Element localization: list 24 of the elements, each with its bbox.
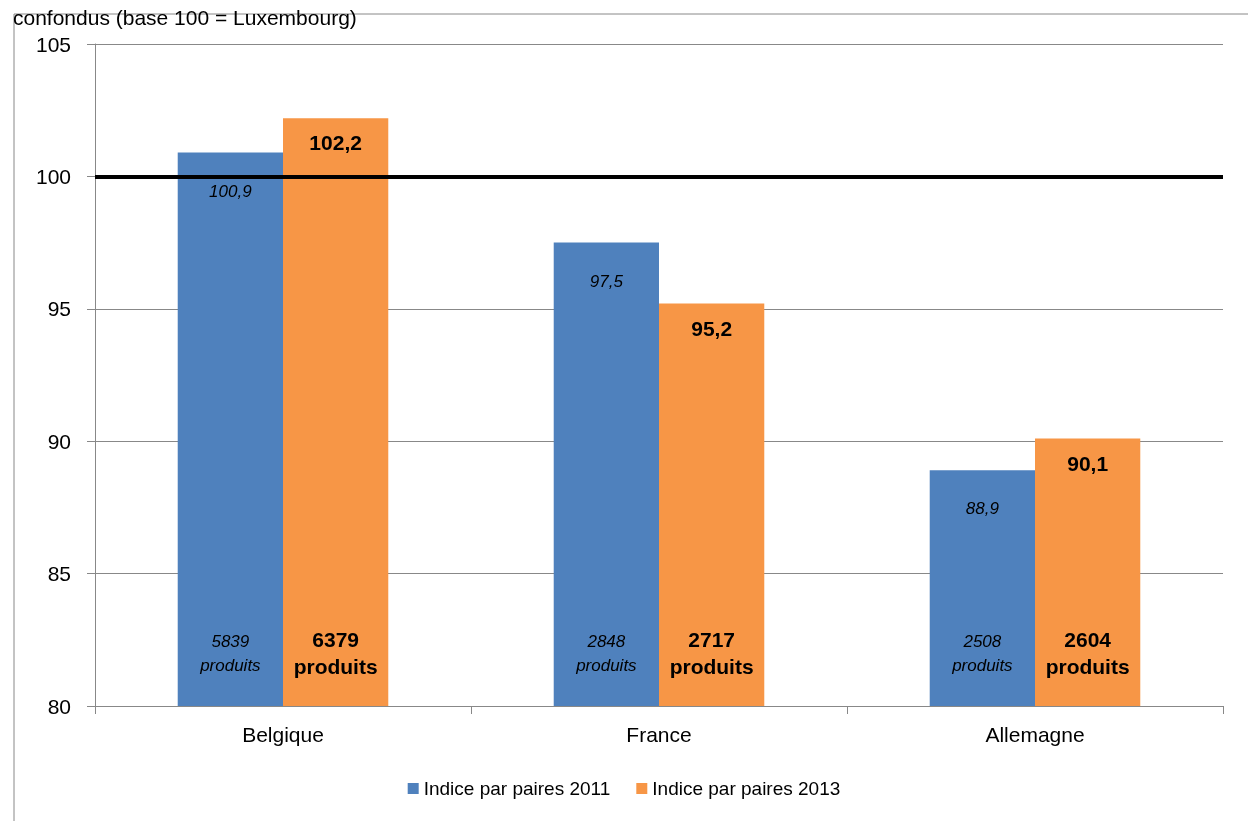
y-tick-label: 85 <box>47 562 71 586</box>
data-label: 102,2 <box>309 131 362 155</box>
data-label: 95,2 <box>691 316 733 340</box>
data-label: 97,5 <box>589 271 624 291</box>
y-tick-label: 80 <box>47 694 71 718</box>
y-tick-label: 90 <box>47 429 71 453</box>
annotation: 2717 produits <box>669 628 754 679</box>
legend-label: Indice par paires 2013 <box>652 778 841 799</box>
y-tick-label: 105 <box>35 32 71 56</box>
chart-title: confondus (base 100 = Luxembourg) <box>13 6 357 29</box>
x-tick-label: Belgique <box>242 723 324 746</box>
annotation: 2848 produits <box>575 631 638 675</box>
legend-label: Indice par paires 2011 <box>423 778 611 799</box>
x-tick-label: Allemagne <box>985 723 1085 746</box>
data-label: 90,1 <box>1067 451 1109 475</box>
annotation: 5839 produits <box>199 631 262 675</box>
data-label: 100,9 <box>209 181 253 201</box>
annotation: 2604 produits <box>1045 628 1130 679</box>
data-label: 88,9 <box>965 499 1000 519</box>
annotation: 2508 produits <box>951 631 1014 675</box>
x-tick-label: France <box>626 723 692 746</box>
annotation: 6379 produits <box>293 628 378 679</box>
y-tick-label: 100 <box>35 164 71 188</box>
y-tick-label: 95 <box>47 297 71 321</box>
